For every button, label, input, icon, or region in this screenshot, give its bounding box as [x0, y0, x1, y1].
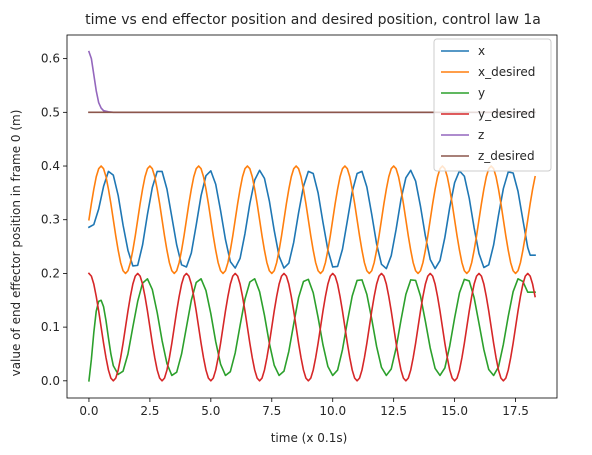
x-tick-label: 7.5 [262, 404, 281, 418]
y-axis-ticks: 0.0 0.1 0.2 0.3 0.4 0.5 0.6 [41, 52, 67, 388]
x-tick-label: 2.5 [140, 404, 159, 418]
y-tick-label: 0.3 [41, 213, 60, 227]
series-line-y-desired [87, 272, 536, 382]
y-tick-label: 0.0 [41, 374, 60, 388]
x-tick-label: 10.0 [319, 404, 346, 418]
x-axis-label: time (x 0.1s) [271, 431, 348, 445]
plot-frame [66, 34, 558, 399]
chart-title: time vs end effector position and desire… [85, 12, 541, 28]
y-axis-label: value of end effector position in frame … [9, 110, 23, 377]
series-line-x-desired [88, 165, 536, 275]
x-tick-label: 17.5 [502, 404, 529, 418]
x-tick-label: 0.0 [79, 404, 98, 418]
series-layer [87, 50, 536, 382]
y-tick-label: 0.5 [41, 105, 60, 119]
y-tick-label: 0.1 [41, 320, 60, 334]
x-tick-label: 12.5 [380, 404, 407, 418]
legend-label: y [478, 86, 485, 100]
legend-label: x [478, 44, 485, 58]
legend-label: z [478, 128, 484, 142]
legend-label: z_desired [478, 149, 535, 163]
y-tick-label: 0.2 [41, 266, 60, 280]
series-line-x [87, 169, 536, 270]
x-tick-label: 15.0 [441, 404, 468, 418]
legend-label: x_desired [478, 65, 535, 79]
y-tick-label: 0.6 [41, 52, 60, 66]
y-tick-label: 0.4 [41, 159, 60, 173]
legend-label: y_desired [478, 107, 535, 121]
x-axis-ticks: 0.0 2.5 5.0 7.5 10.0 12.5 15.0 17.5 [79, 398, 529, 418]
x-tick-label: 5.0 [201, 404, 220, 418]
